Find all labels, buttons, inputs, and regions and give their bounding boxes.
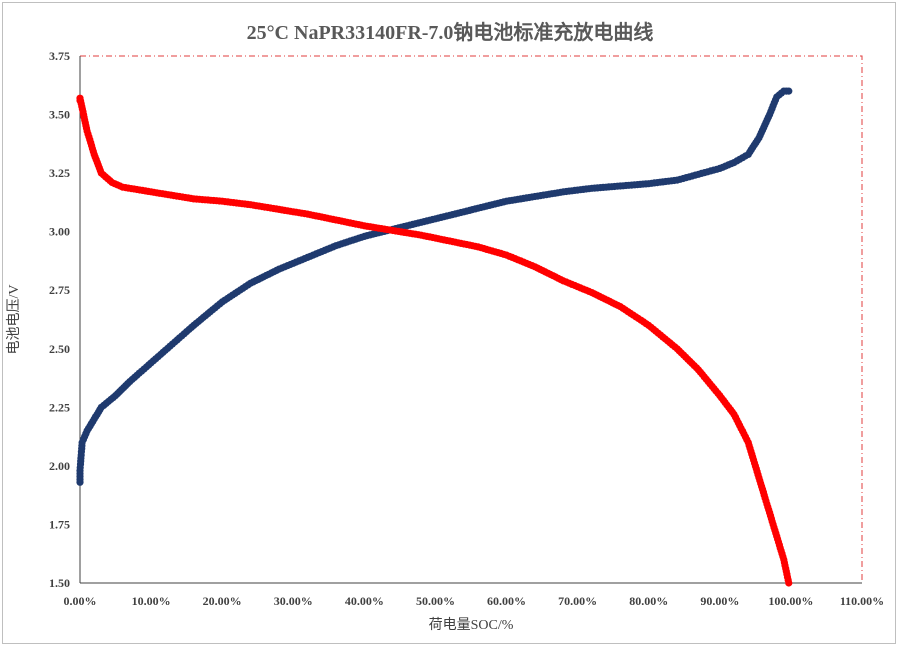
x-tick-label: 10.00% <box>132 594 171 608</box>
chart-title: 25°C NaPR33140FR-7.0钠电池标准充放电曲线 <box>246 22 654 44</box>
series-discharge <box>76 94 793 587</box>
y-tick-label: 3.75 <box>49 49 70 63</box>
y-tick-label: 2.25 <box>49 400 70 414</box>
y-tick-label: 2.50 <box>49 342 70 356</box>
x-tick-label: 40.00% <box>345 594 384 608</box>
x-axis-label: 荷电量SOC/% <box>429 617 514 633</box>
x-tick-label: 100.00% <box>768 594 813 608</box>
y-tick-label: 3.25 <box>49 166 70 180</box>
y-tick-label: 2.75 <box>49 283 70 297</box>
x-tick-labels: 0.00% 10.00% 20.00% 30.00% 40.00% 50.00% 60.00… <box>64 594 885 608</box>
y-tick-label: 3.50 <box>49 108 70 122</box>
y-axis-label: 电池电压/V <box>6 285 22 355</box>
x-tick-label: 20.00% <box>203 594 242 608</box>
series-charge <box>76 87 793 486</box>
y-tick-label: 3.00 <box>49 225 70 239</box>
x-tick-label: 80.00% <box>629 594 668 608</box>
series-line <box>79 97 790 584</box>
y-tick-label: 1.75 <box>49 517 70 531</box>
x-tick-label: 70.00% <box>558 594 597 608</box>
x-tick-label: 110.00% <box>840 594 884 608</box>
data-point <box>785 579 793 587</box>
plot-border-line <box>80 55 863 583</box>
series-layer <box>76 87 793 587</box>
plot-area-border <box>80 55 863 583</box>
axes <box>79 56 862 584</box>
y-tick-label: 2.00 <box>49 459 70 473</box>
data-point <box>785 87 793 95</box>
x-tick-label: 30.00% <box>274 594 313 608</box>
x-tick-label: 50.00% <box>416 594 455 608</box>
x-tick-label: 0.00% <box>64 594 97 608</box>
y-tick-labels: 1.50 1.75 2.00 2.25 2.50 2.75 3.00 3.25 3.50 3.75 <box>49 49 70 590</box>
x-tick-label: 90.00% <box>700 594 739 608</box>
y-tick-label: 1.50 <box>49 576 70 590</box>
series-line <box>79 90 789 483</box>
x-tick-label: 60.00% <box>487 594 526 608</box>
